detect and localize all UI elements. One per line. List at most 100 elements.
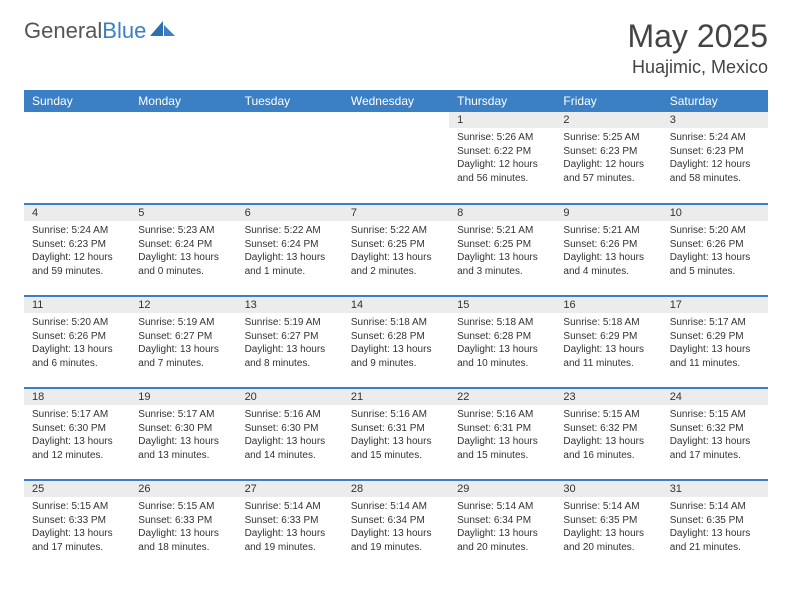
- sunrise-text: Sunrise: 5:19 AM: [138, 316, 228, 330]
- daylight-text: Daylight: 13 hours and 14 minutes.: [245, 435, 335, 462]
- calendar-week: 18Sunrise: 5:17 AMSunset: 6:30 PMDayligh…: [24, 388, 768, 480]
- daylight-text: Daylight: 13 hours and 20 minutes.: [457, 527, 547, 554]
- calendar-day: 4Sunrise: 5:24 AMSunset: 6:23 PMDaylight…: [24, 204, 130, 296]
- calendar-day: 7Sunrise: 5:22 AMSunset: 6:25 PMDaylight…: [343, 204, 449, 296]
- sunrise-text: Sunrise: 5:15 AM: [32, 500, 122, 514]
- daylight-text: Daylight: 12 hours and 58 minutes.: [670, 158, 760, 185]
- calendar-day: 13Sunrise: 5:19 AMSunset: 6:27 PMDayligh…: [237, 296, 343, 388]
- sunrise-text: Sunrise: 5:24 AM: [670, 131, 760, 145]
- weekday-header: Friday: [555, 90, 661, 112]
- sunset-text: Sunset: 6:30 PM: [32, 422, 122, 436]
- month-title: May 2025: [627, 18, 768, 55]
- sunrise-text: Sunrise: 5:26 AM: [457, 131, 547, 145]
- day-number: 11: [24, 297, 130, 313]
- day-number: 14: [343, 297, 449, 313]
- day-number: 4: [24, 205, 130, 221]
- sunrise-text: Sunrise: 5:14 AM: [563, 500, 653, 514]
- sunrise-text: Sunrise: 5:17 AM: [670, 316, 760, 330]
- day-details: Sunrise: 5:14 AMSunset: 6:35 PMDaylight:…: [662, 497, 768, 558]
- header: GeneralBlue May 2025 Huajimic, Mexico: [24, 18, 768, 78]
- calendar-day: 9Sunrise: 5:21 AMSunset: 6:26 PMDaylight…: [555, 204, 661, 296]
- daylight-text: Daylight: 13 hours and 4 minutes.: [563, 251, 653, 278]
- sunset-text: Sunset: 6:35 PM: [563, 514, 653, 528]
- day-number: 20: [237, 389, 343, 405]
- day-number: 29: [449, 481, 555, 497]
- daylight-text: Daylight: 12 hours and 56 minutes.: [457, 158, 547, 185]
- day-number: 1: [449, 112, 555, 128]
- day-number: 2: [555, 112, 661, 128]
- logo-text-2: Blue: [102, 18, 146, 43]
- sunrise-text: Sunrise: 5:20 AM: [32, 316, 122, 330]
- day-number: 8: [449, 205, 555, 221]
- day-number: [130, 112, 236, 128]
- calendar-day: 1Sunrise: 5:26 AMSunset: 6:22 PMDaylight…: [449, 112, 555, 204]
- day-number: 24: [662, 389, 768, 405]
- daylight-text: Daylight: 13 hours and 17 minutes.: [32, 527, 122, 554]
- day-details: Sunrise: 5:24 AMSunset: 6:23 PMDaylight:…: [662, 128, 768, 189]
- day-details: Sunrise: 5:18 AMSunset: 6:28 PMDaylight:…: [449, 313, 555, 374]
- sunrise-text: Sunrise: 5:18 AM: [457, 316, 547, 330]
- day-details: Sunrise: 5:20 AMSunset: 6:26 PMDaylight:…: [24, 313, 130, 374]
- sunset-text: Sunset: 6:23 PM: [563, 145, 653, 159]
- sunset-text: Sunset: 6:26 PM: [670, 238, 760, 252]
- day-details: Sunrise: 5:14 AMSunset: 6:34 PMDaylight:…: [449, 497, 555, 558]
- day-details: Sunrise: 5:25 AMSunset: 6:23 PMDaylight:…: [555, 128, 661, 189]
- sunrise-text: Sunrise: 5:17 AM: [32, 408, 122, 422]
- calendar-day: 29Sunrise: 5:14 AMSunset: 6:34 PMDayligh…: [449, 480, 555, 572]
- calendar-day: 3Sunrise: 5:24 AMSunset: 6:23 PMDaylight…: [662, 112, 768, 204]
- daylight-text: Daylight: 13 hours and 0 minutes.: [138, 251, 228, 278]
- logo: GeneralBlue: [24, 18, 176, 44]
- calendar-day: 18Sunrise: 5:17 AMSunset: 6:30 PMDayligh…: [24, 388, 130, 480]
- sunrise-text: Sunrise: 5:20 AM: [670, 224, 760, 238]
- calendar-day: 10Sunrise: 5:20 AMSunset: 6:26 PMDayligh…: [662, 204, 768, 296]
- sunset-text: Sunset: 6:29 PM: [563, 330, 653, 344]
- day-details: Sunrise: 5:15 AMSunset: 6:32 PMDaylight:…: [555, 405, 661, 466]
- sunset-text: Sunset: 6:25 PM: [457, 238, 547, 252]
- daylight-text: Daylight: 13 hours and 13 minutes.: [138, 435, 228, 462]
- calendar-day: 6Sunrise: 5:22 AMSunset: 6:24 PMDaylight…: [237, 204, 343, 296]
- day-details: Sunrise: 5:22 AMSunset: 6:25 PMDaylight:…: [343, 221, 449, 282]
- sunset-text: Sunset: 6:30 PM: [138, 422, 228, 436]
- day-number: 31: [662, 481, 768, 497]
- calendar-week: 1Sunrise: 5:26 AMSunset: 6:22 PMDaylight…: [24, 112, 768, 204]
- sunrise-text: Sunrise: 5:23 AM: [138, 224, 228, 238]
- sunrise-text: Sunrise: 5:16 AM: [245, 408, 335, 422]
- location: Huajimic, Mexico: [627, 57, 768, 78]
- day-details: Sunrise: 5:18 AMSunset: 6:28 PMDaylight:…: [343, 313, 449, 374]
- calendar-day: 25 Sunrise: 5:15 AMSunset: 6:33 PMDayligh…: [24, 480, 130, 572]
- daylight-text: Daylight: 12 hours and 59 minutes.: [32, 251, 122, 278]
- sunset-text: Sunset: 6:33 PM: [32, 514, 122, 528]
- sunset-text: Sunset: 6:25 PM: [351, 238, 441, 252]
- sunset-text: Sunset: 6:32 PM: [563, 422, 653, 436]
- sunset-text: Sunset: 6:31 PM: [457, 422, 547, 436]
- daylight-text: Daylight: 13 hours and 15 minutes.: [457, 435, 547, 462]
- day-details: Sunrise: 5:22 AMSunset: 6:24 PMDaylight:…: [237, 221, 343, 282]
- sunrise-text: Sunrise: 5:16 AM: [351, 408, 441, 422]
- daylight-text: Daylight: 13 hours and 21 minutes.: [670, 527, 760, 554]
- daylight-text: Daylight: 13 hours and 3 minutes.: [457, 251, 547, 278]
- daylight-text: Daylight: 13 hours and 8 minutes.: [245, 343, 335, 370]
- sunrise-text: Sunrise: 5:16 AM: [457, 408, 547, 422]
- daylight-text: Daylight: 13 hours and 1 minute.: [245, 251, 335, 278]
- sunrise-text: Sunrise: 5:21 AM: [457, 224, 547, 238]
- calendar-day: [24, 112, 130, 204]
- calendar-day: 8 Sunrise: 5:21 AMSunset: 6:25 PMDaylight…: [449, 204, 555, 296]
- sunrise-text: Sunrise: 5:17 AM: [138, 408, 228, 422]
- sunset-text: Sunset: 6:34 PM: [457, 514, 547, 528]
- sunrise-text: Sunrise: 5:22 AM: [245, 224, 335, 238]
- day-number: 15: [449, 297, 555, 313]
- daylight-text: Daylight: 13 hours and 18 minutes.: [138, 527, 228, 554]
- daylight-text: Daylight: 13 hours and 2 minutes.: [351, 251, 441, 278]
- sunrise-text: Sunrise: 5:21 AM: [563, 224, 653, 238]
- day-details: Sunrise: 5:19 AMSunset: 6:27 PMDaylight:…: [237, 313, 343, 374]
- day-details: Sunrise: 5:14 AMSunset: 6:34 PMDaylight:…: [343, 497, 449, 558]
- title-block: May 2025 Huajimic, Mexico: [627, 18, 768, 78]
- daylight-text: Daylight: 13 hours and 12 minutes.: [32, 435, 122, 462]
- day-number: 25: [24, 481, 130, 497]
- day-number: 6: [237, 205, 343, 221]
- daylight-text: Daylight: 13 hours and 16 minutes.: [563, 435, 653, 462]
- daylight-text: Daylight: 13 hours and 15 minutes.: [351, 435, 441, 462]
- logo-sail-icon: [150, 19, 176, 44]
- sunrise-text: Sunrise: 5:19 AM: [245, 316, 335, 330]
- sunrise-text: Sunrise: 5:22 AM: [351, 224, 441, 238]
